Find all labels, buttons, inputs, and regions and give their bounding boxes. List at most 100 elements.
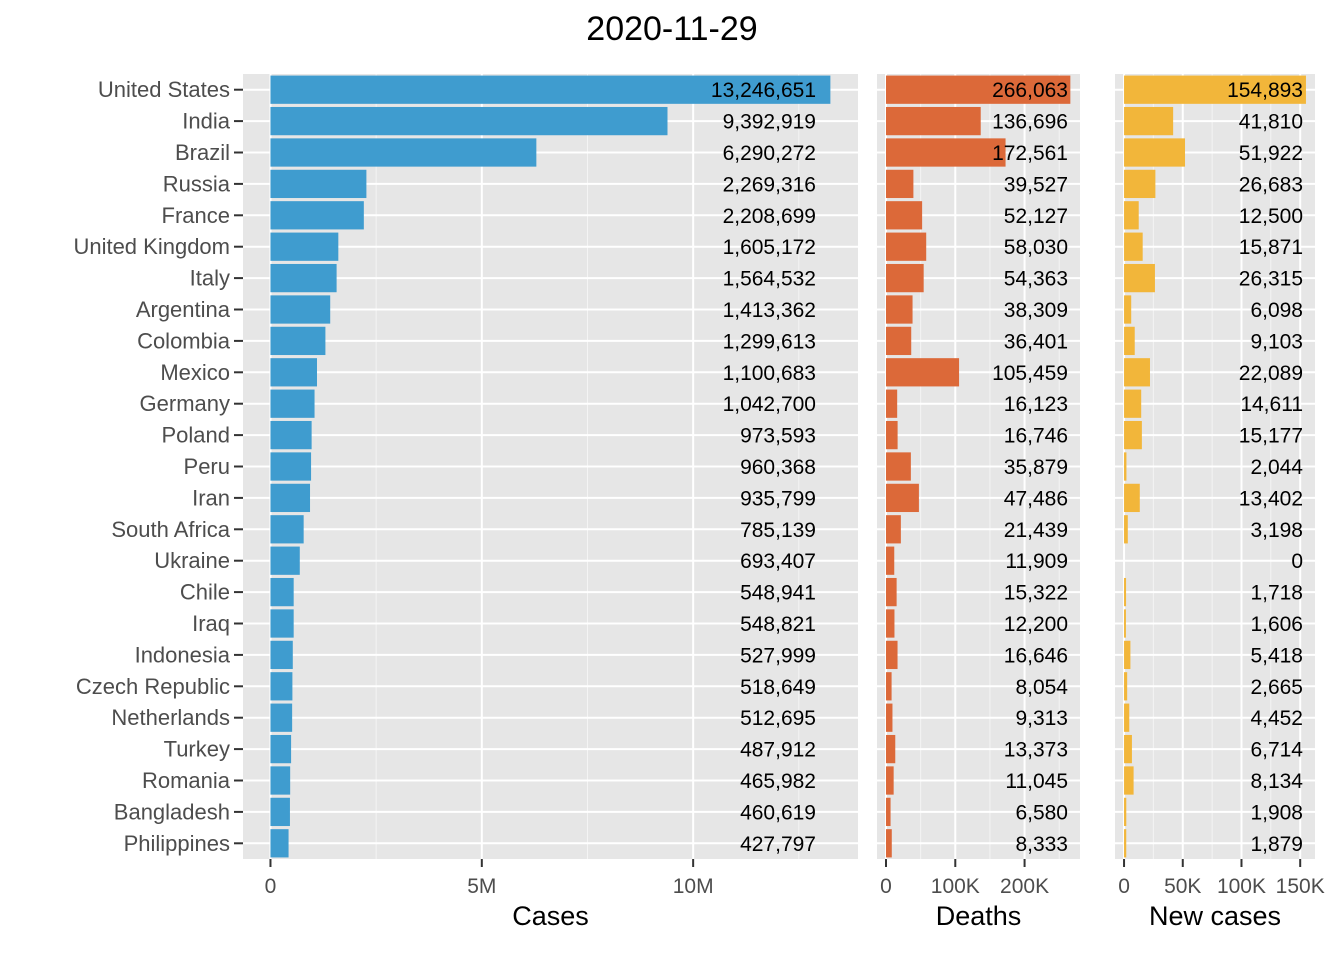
value-label: 973,593: [740, 425, 816, 448]
bar: [1124, 766, 1134, 795]
x-tick-label: 200K: [1000, 875, 1049, 898]
value-label: 1,908: [1250, 801, 1303, 824]
value-label: 13,402: [1239, 487, 1303, 510]
x-tick-label: 0: [1118, 875, 1130, 898]
bar: [886, 515, 901, 544]
bar: [270, 640, 293, 670]
category-label: United States: [98, 77, 230, 102]
bar: [1124, 201, 1139, 230]
bar: [886, 106, 981, 136]
value-label: 36,401: [1004, 330, 1068, 353]
panels: 13,246,651 9,392,919 6,290,272 2,269,316 2,2…: [243, 74, 1325, 931]
value-label: 465,982: [740, 770, 816, 793]
category-label: Italy: [190, 266, 230, 291]
value-label: 548,941: [740, 582, 816, 605]
bar: [886, 829, 892, 858]
x-tick-label: 5M: [467, 875, 496, 898]
value-label: 51,922: [1239, 142, 1303, 165]
category-label: Brazil: [175, 140, 230, 165]
bar: [886, 263, 924, 293]
x-axis-title: Deaths: [936, 901, 1022, 931]
bar: [886, 201, 923, 230]
bar: [886, 640, 898, 670]
bar: [270, 452, 312, 481]
bar: [270, 389, 315, 418]
category-label: Iran: [192, 485, 230, 510]
bar: [886, 169, 914, 199]
value-label: 39,527: [1004, 173, 1068, 196]
bar: [1124, 829, 1127, 858]
bar: [270, 138, 537, 167]
bar: [1124, 263, 1155, 293]
value-label: 427,797: [740, 833, 816, 856]
value-label: 26,315: [1239, 268, 1303, 291]
value-label: 1,879: [1250, 833, 1303, 856]
value-label: 11,045: [1005, 770, 1068, 793]
value-label: 1,606: [1250, 613, 1303, 636]
bar: [1124, 106, 1174, 136]
value-label: 15,871: [1239, 236, 1303, 259]
x-tick-label: 0: [880, 875, 892, 898]
value-label: 518,649: [740, 676, 816, 699]
value-label: 11,909: [1005, 550, 1068, 573]
bar: [886, 766, 894, 795]
bar: [886, 295, 913, 324]
value-label: 8,333: [1015, 833, 1068, 856]
bar: [886, 734, 896, 764]
bar: [1124, 420, 1142, 450]
x-tick-label: 150K: [1276, 875, 1325, 898]
value-label: 16,746: [1004, 425, 1068, 448]
value-label: 8,134: [1250, 770, 1303, 793]
bar: [270, 169, 367, 199]
value-label: 1,413,362: [723, 299, 816, 322]
bar: [1124, 797, 1127, 827]
bar: [1124, 75, 1306, 104]
value-label: 9,392,919: [723, 111, 816, 134]
bar: [270, 546, 300, 575]
bar: [270, 201, 364, 230]
panel-cases: 13,246,651 9,392,919 6,290,272 2,269,316 2,2…: [243, 74, 858, 931]
value-label: 3,198: [1250, 519, 1303, 542]
value-label: 960,368: [740, 456, 816, 479]
bar: [270, 295, 331, 324]
value-label: 460,619: [740, 801, 816, 824]
category-label: France: [162, 203, 230, 228]
bar: [1124, 672, 1128, 701]
x-tick-label: 0: [265, 875, 277, 898]
value-label: 15,322: [1004, 582, 1068, 605]
category-label: South Africa: [111, 517, 230, 542]
chart-title: 2020-11-29: [586, 10, 757, 48]
value-label: 935,799: [740, 487, 816, 510]
value-label: 13,373: [1004, 739, 1068, 762]
panel-new-cases: 154,893 41,810 51,922 26,683 12,500 15,871 26,…: [1115, 74, 1325, 931]
value-label: 512,695: [740, 707, 816, 730]
bar: [886, 797, 891, 827]
value-label: 58,030: [1004, 236, 1068, 259]
category-label: Poland: [161, 423, 230, 448]
x-tick-label: 100K: [1217, 875, 1266, 898]
bar: [1124, 295, 1132, 324]
bar: [270, 766, 291, 795]
bar: [1124, 169, 1156, 199]
category-label: United Kingdom: [73, 234, 230, 259]
bar: [886, 546, 895, 575]
value-label: 8,054: [1015, 676, 1068, 699]
value-label: 6,290,272: [723, 142, 816, 165]
category-label: Iraq: [192, 611, 230, 636]
bar: [1124, 577, 1127, 607]
bar: [270, 577, 294, 607]
bar: [1124, 640, 1131, 670]
value-label: 2,269,316: [723, 173, 816, 196]
x-axis-title: Cases: [512, 901, 589, 931]
value-label: 136,696: [992, 111, 1068, 134]
value-label: 6,714: [1250, 739, 1303, 762]
bar: [886, 75, 1071, 104]
bar: [270, 734, 292, 764]
value-label: 785,139: [740, 519, 816, 542]
bar: [1124, 609, 1126, 638]
category-label: Mexico: [160, 360, 230, 385]
bar: [886, 609, 895, 638]
bar: [270, 263, 337, 293]
category-label: Argentina: [136, 297, 231, 322]
bar: [1124, 452, 1127, 481]
